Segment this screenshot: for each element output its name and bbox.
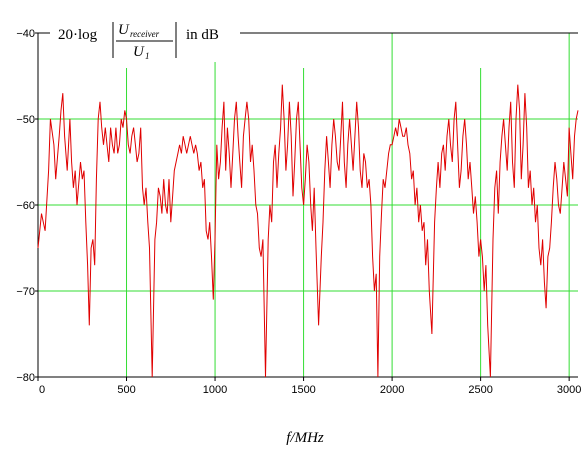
x-tick-label: 1500 [291,384,315,396]
series-line [37,84,579,378]
y-tick-label: −70 [16,286,35,298]
title-denominator-sub: 1 [145,51,150,61]
x-axis-label: f/MHz [286,430,324,446]
x-tick-label: 0 [39,384,45,396]
y-tick-label: −60 [16,200,35,212]
x-tick-label: 3000 [557,384,581,396]
y-tick-label: −40 [16,28,35,40]
y-tick-label: −50 [16,114,35,126]
title-numerator: U [118,22,130,38]
title-prefix: 20·log [58,27,98,43]
title-denominator: U [133,44,145,60]
title-numerator-sub: receiver [130,29,160,39]
y-tick-label: −80 [16,372,35,384]
x-tick-label: 2500 [468,384,492,396]
grid [38,32,578,377]
chart-title: 20·log U receiver U 1 in dB [50,19,240,62]
x-tick-label: 500 [117,384,135,396]
x-tick-label: 1000 [203,384,227,396]
title-suffix: in dB [186,27,219,43]
y-ticks: −40 −50 −60 −70 −80 [16,28,38,384]
x-tick-label: 2000 [380,384,404,396]
x-ticks: 0 500 1000 1500 2000 2500 3000 [37,377,581,396]
